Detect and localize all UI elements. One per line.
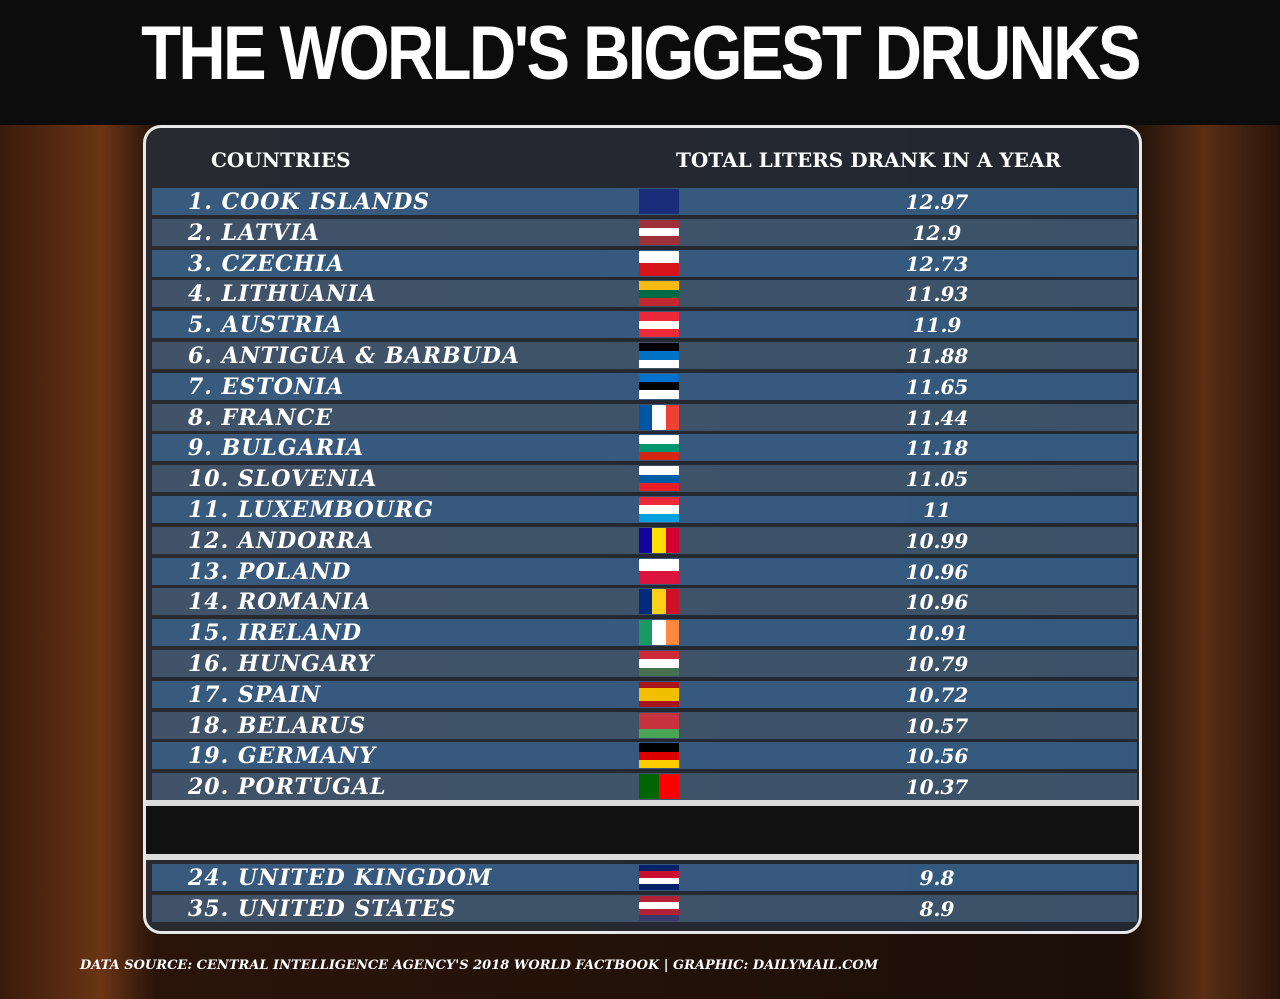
country: 2. LATVIA: [188, 219, 320, 246]
country: 8. FRANCE: [188, 404, 333, 431]
country: 12. ANDORRA: [188, 527, 374, 554]
table-row: 4. LITHUANIA 11.93: [152, 280, 1137, 308]
flag-icon: [639, 589, 679, 615]
liters-value: 10.56: [905, 744, 969, 769]
flag-icon: [639, 527, 679, 553]
liters-value: 11: [923, 498, 951, 522]
country: 20. PORTUGAL: [188, 774, 387, 801]
table-row: 6. ANTIGUA & BARBUDA 11.88: [152, 342, 1137, 369]
country: 15. IRELAND: [188, 620, 363, 647]
liters-value: 11.18: [905, 436, 969, 461]
liters-value: 10.91: [905, 621, 969, 646]
liters-value: 11.65: [905, 374, 969, 399]
flag-icon: [639, 189, 679, 214]
liters-value: 12.73: [905, 251, 969, 276]
table-row: 20. PORTUGAL 10.37: [152, 773, 1137, 801]
liters-value: 11.9: [912, 313, 962, 338]
flag-icon: [639, 774, 679, 800]
flag-icon: [639, 896, 679, 921]
liters-value: 12.97: [905, 190, 969, 214]
table-row: 9. BULGARIA 11.18: [152, 434, 1137, 462]
flag-icon: [639, 712, 679, 738]
liters-value: 10.96: [905, 559, 969, 584]
column-header: COUNTRIES: [211, 148, 351, 172]
liters-value: 12.9: [912, 220, 962, 245]
flag-icon: [639, 743, 679, 769]
table-row: 15. IRELAND 10.91: [152, 619, 1137, 647]
flag-icon: [639, 219, 679, 245]
flag-icon: [639, 620, 679, 646]
table-row: 5. AUSTRIA 11.9: [152, 311, 1137, 339]
table-row: 24. UNITED KINGDOM 9.8: [152, 864, 1137, 891]
table-row: 13. POLAND 10.96: [152, 557, 1137, 585]
table-row: 7. ESTONIA 11.65: [152, 372, 1137, 400]
flag-icon: [639, 865, 679, 890]
table-row: 17. SPAIN 10.72: [152, 680, 1137, 708]
liters-value: 11.05: [905, 467, 969, 492]
country: 24. UNITED KINGDOM: [188, 865, 493, 891]
flag-icon: [639, 497, 679, 522]
country: 5. AUSTRIA: [188, 312, 343, 339]
flag-icon: [639, 250, 679, 276]
liters-value: 11.88: [905, 344, 969, 368]
country: 6. ANTIGUA & BARBUDA: [188, 343, 520, 369]
table-row: 2. LATVIA 12.9: [152, 218, 1137, 246]
torn-divider: [146, 800, 1139, 860]
table-row: 10. SLOVENIA 11.05: [152, 465, 1137, 493]
table-row: 11. LUXEMBOURG 11: [152, 496, 1137, 523]
liters-value: 10.57: [905, 713, 969, 738]
liters-value: 11.44: [905, 405, 969, 430]
liters-value: 11.93: [905, 282, 969, 307]
country: 18. BELARUS: [188, 712, 367, 739]
country: 35. UNITED STATES: [188, 896, 457, 922]
flag-icon: [639, 312, 679, 338]
table-row: 35. UNITED STATES 8.9: [152, 895, 1137, 922]
table-row: 8. FRANCE 11.44: [152, 403, 1137, 431]
liters-value: 9.8: [919, 866, 955, 890]
table-row: 19. GERMANY 10.56: [152, 742, 1137, 770]
flag-icon: [639, 681, 679, 707]
flag-icon: [639, 466, 679, 492]
country: 3. CZECHIA: [188, 250, 345, 277]
country: 7. ESTONIA: [188, 373, 345, 400]
table-row: 16. HUNGARY 10.79: [152, 650, 1137, 677]
column-header: TOTAL LITERS DRANK IN A YEAR: [676, 148, 1062, 172]
liters-value: 10.72: [905, 682, 969, 707]
flag-icon: [639, 343, 679, 368]
table-row: 18. BELARUS 10.57: [152, 711, 1137, 739]
country: 19. GERMANY: [188, 743, 377, 770]
flag-icon: [639, 373, 679, 399]
table-row: 1. COOK ISLANDS 12.97: [152, 188, 1137, 215]
country: 1. COOK ISLANDS: [188, 189, 431, 215]
liters-value: 10.79: [905, 652, 969, 676]
country: 11. LUXEMBOURG: [188, 497, 434, 523]
footer: DATA SOURCE: CENTRAL INTELLIGENCE AGENCY…: [80, 958, 879, 973]
country: 13. POLAND: [188, 558, 352, 585]
table-row: 3. CZECHIA 12.73: [152, 249, 1137, 277]
country: 14. ROMANIA: [188, 589, 372, 616]
country: 4. LITHUANIA: [188, 281, 377, 308]
table-row: 14. ROMANIA 10.96: [152, 588, 1137, 616]
country: 17. SPAIN: [188, 681, 322, 708]
flag-icon: [639, 435, 679, 461]
flag-icon: [639, 651, 679, 676]
liters-value: 10.99: [905, 528, 969, 553]
liters-value: 10.37: [905, 775, 969, 800]
country: 9. BULGARIA: [188, 435, 365, 462]
liters-value: 8.9: [919, 897, 955, 921]
country: 10. SLOVENIA: [188, 466, 378, 493]
country: 16. HUNGARY: [188, 651, 375, 677]
flag-icon: [639, 404, 679, 430]
table-row: 12. ANDORRA 10.99: [152, 526, 1137, 554]
title: THE WORLD'S BIGGEST DRUNKS: [141, 11, 1141, 96]
top-band: [0, 0, 1280, 125]
table-panel: COUNTRIES TOTAL LITERS DRANK IN A YEAR 1…: [143, 125, 1142, 934]
flag-icon: [639, 558, 679, 584]
liters-value: 10.96: [905, 590, 969, 615]
flag-icon: [639, 281, 679, 307]
